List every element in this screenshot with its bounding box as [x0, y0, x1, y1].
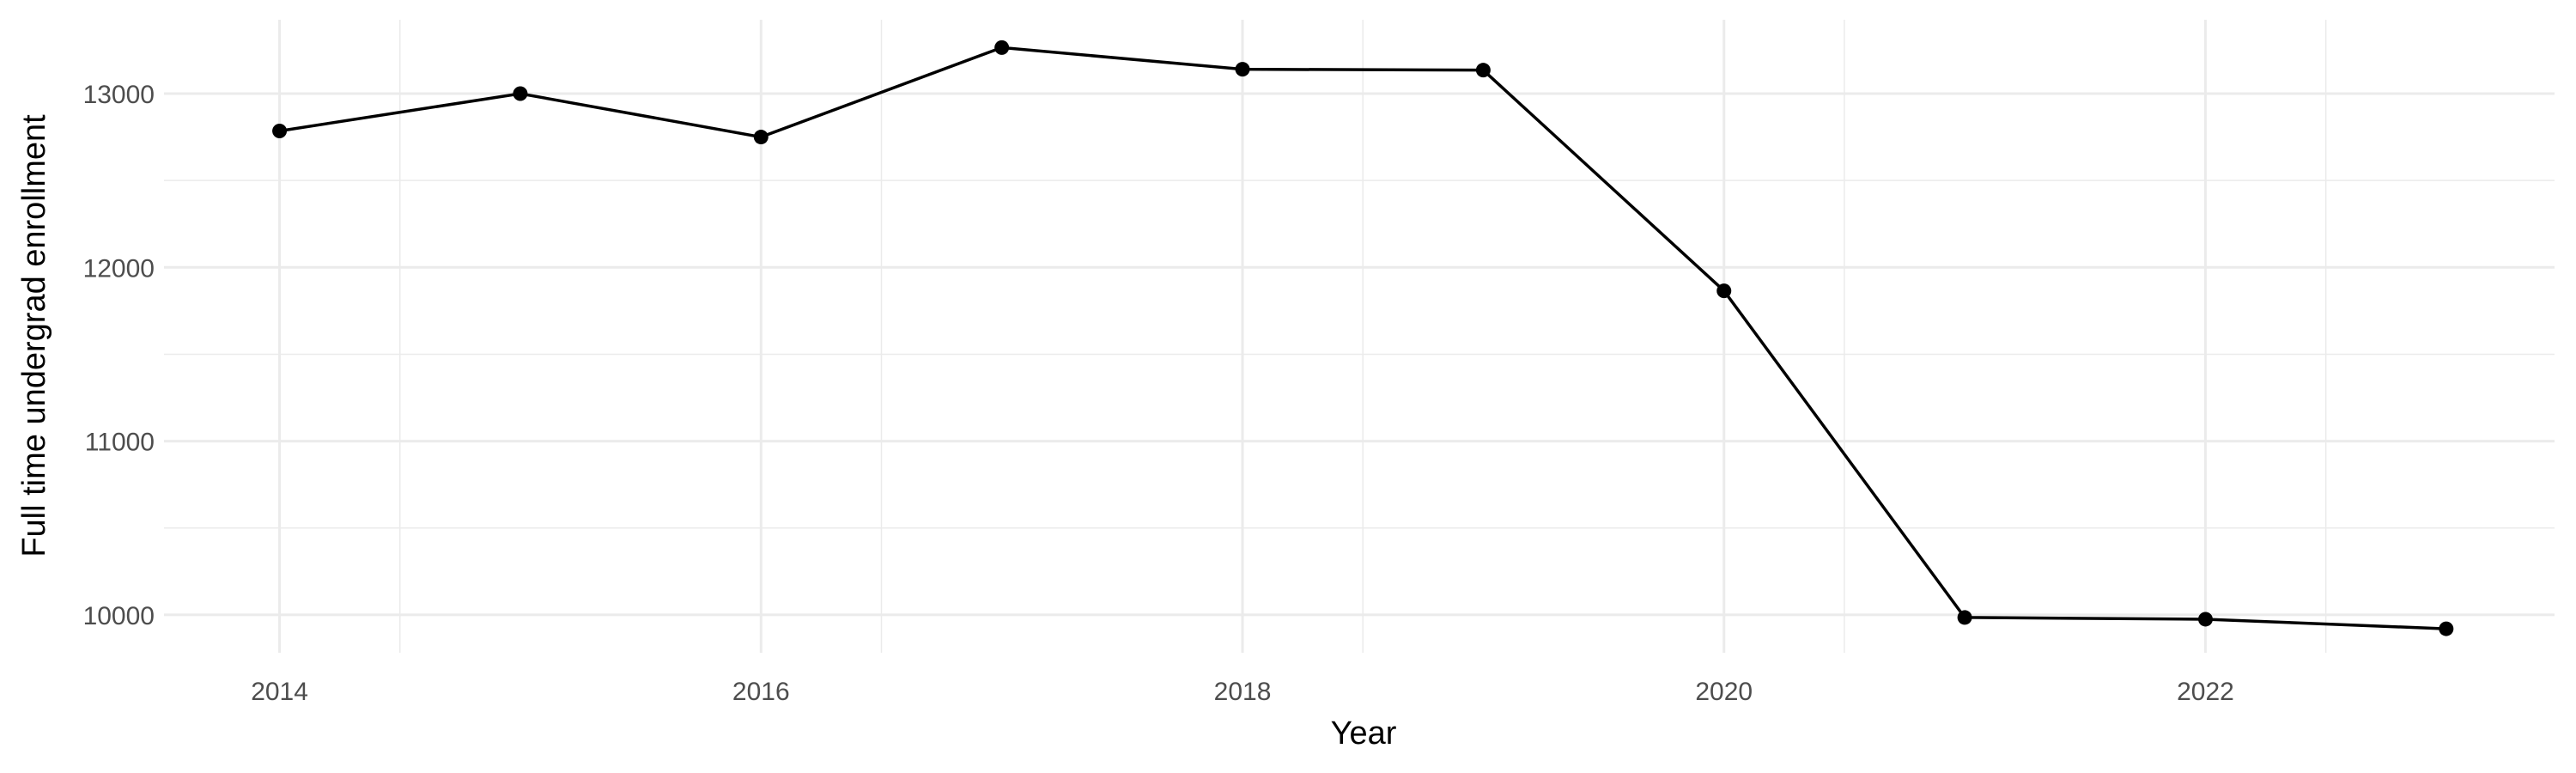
- y-tick-label: 11000: [85, 429, 155, 457]
- data-point: [2197, 612, 2213, 627]
- grid: [164, 20, 2555, 653]
- x-tick-label: 2020: [1695, 678, 1753, 706]
- data-marks: [272, 40, 2454, 636]
- x-tick-label: 2022: [2177, 678, 2234, 706]
- data-point: [1475, 63, 1491, 78]
- y-axis-title: Full time undergrad enrollment: [16, 114, 52, 557]
- y-tick-label: 13000: [83, 81, 155, 109]
- y-tick-label: 12000: [83, 254, 155, 283]
- series-line: [279, 46, 2446, 630]
- x-tick-label: 2018: [1214, 678, 1272, 706]
- y-axis-ticks: 10000 11000 12000 13000: [83, 81, 155, 630]
- x-axis-ticks: 2014 2016 2018 2020 2022: [251, 678, 2234, 706]
- x-axis-title: Year: [1331, 715, 1397, 752]
- data-point: [994, 40, 1010, 55]
- data-point: [753, 130, 769, 145]
- data-point: [2439, 621, 2454, 636]
- data-point: [1957, 610, 1972, 625]
- data-point: [1716, 283, 1732, 299]
- y-tick-label: 10000: [83, 602, 155, 630]
- x-tick-label: 2016: [732, 678, 790, 706]
- data-point: [1235, 62, 1250, 77]
- x-tick-label: 2014: [251, 678, 308, 706]
- data-point: [513, 86, 528, 101]
- data-point: [272, 123, 288, 138]
